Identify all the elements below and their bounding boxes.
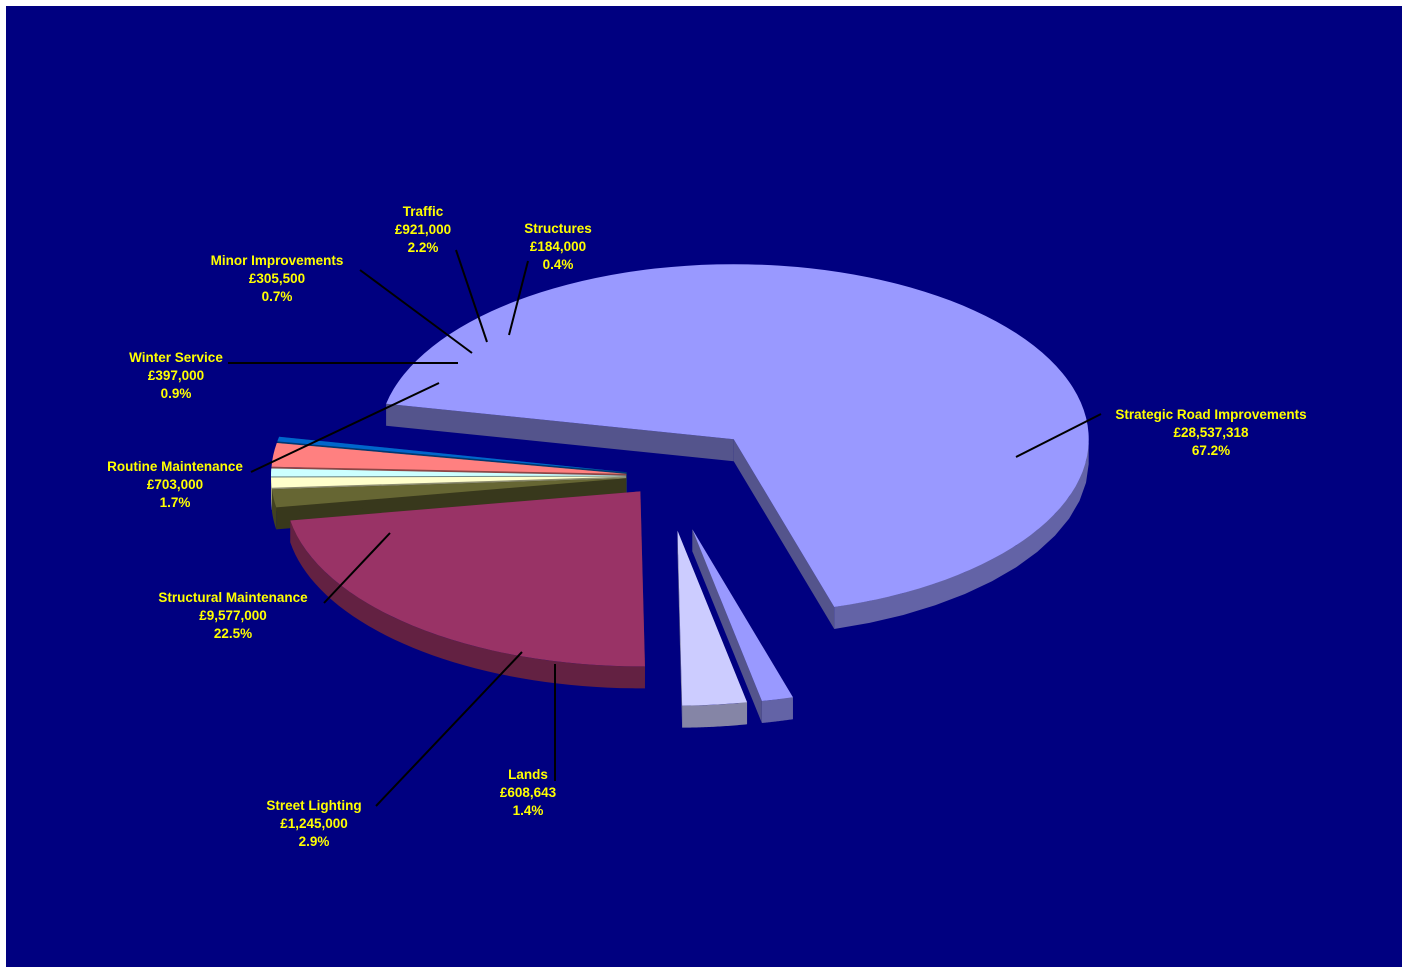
pie-slice: [290, 491, 645, 689]
pie-slice-rim: [834, 442, 1089, 630]
pie-slice-wall: [733, 439, 835, 630]
leader-line-street-lighting: [375, 651, 523, 807]
label-minor-value: £305,500: [249, 271, 305, 286]
pie-slice-top: [677, 530, 748, 706]
leader-line-structural: [323, 532, 391, 604]
pie-slice-top: [386, 264, 1089, 608]
pie-slices: [271, 264, 1089, 728]
label-traffic-percent: 2.2%: [408, 240, 439, 255]
pie-slice-wall: [271, 478, 627, 512]
label-minor-name: Minor Improvements: [211, 253, 344, 268]
pie-slice-top: [277, 436, 627, 473]
leader-line-minor: [359, 269, 473, 354]
leader-line-structures: [508, 260, 529, 336]
label-strategic-percent: 67.2%: [1192, 443, 1230, 458]
pie-slice-wall: [386, 403, 734, 462]
leader-line-traffic: [455, 249, 488, 343]
label-structures-percent: 0.4%: [543, 257, 574, 272]
label-lands-name: Lands: [508, 767, 548, 782]
chart-area: Strategic Road Improvements £28,537,318 …: [6, 6, 1402, 967]
pie-slice: [692, 529, 793, 724]
label-routine-percent: 1.7%: [160, 495, 191, 510]
label-routine-value: £703,000: [147, 477, 203, 492]
label-strategic-value: £28,537,318: [1173, 425, 1249, 440]
label-structural-percent: 22.5%: [214, 626, 252, 641]
pie-slice-wall: [692, 529, 762, 724]
label-winter-value: £397,000: [148, 368, 204, 383]
label-winter-percent: 0.9%: [161, 386, 192, 401]
pie-slice-top: [271, 478, 627, 508]
pie-slice-top: [271, 443, 627, 474]
label-structural-name: Structural Maintenance: [158, 590, 308, 605]
label-structural-value: £9,577,000: [199, 608, 267, 623]
pie-slice-top: [271, 468, 627, 477]
label-minor-percent: 0.7%: [262, 289, 293, 304]
label-traffic-value: £921,000: [395, 222, 451, 237]
pie-slice-rim: [271, 489, 277, 530]
pie-slice: [386, 264, 1089, 630]
leader-lines: [228, 249, 1102, 807]
pie-slice-rim: [290, 520, 645, 689]
label-street-lighting-value: £1,245,000: [280, 816, 348, 831]
label-structures-value: £184,000: [530, 239, 586, 254]
pie-slice-top: [290, 491, 645, 667]
label-routine-name: Routine Maintenance: [107, 459, 243, 474]
leader-line-routine: [250, 382, 440, 473]
pie-slice-top: [271, 476, 627, 488]
leader-line-strategic: [1015, 413, 1102, 458]
pie-slice-rim: [682, 702, 748, 728]
label-lands-value: £608,643: [500, 785, 557, 800]
pie-chart: Strategic Road Improvements £28,537,318 …: [107, 204, 1307, 849]
label-lands-percent: 1.4%: [513, 803, 544, 818]
pie-slice-rim: [271, 477, 272, 510]
label-street-lighting-name: Street Lighting: [266, 798, 361, 813]
pie-slice-top: [692, 529, 793, 702]
label-street-lighting-percent: 2.9%: [299, 834, 330, 849]
label-strategic-name: Strategic Road Improvements: [1115, 407, 1306, 422]
slice-labels: Strategic Road Improvements £28,537,318 …: [107, 204, 1307, 849]
label-structures-name: Structures: [524, 221, 592, 236]
pie-slice-rim: [761, 697, 793, 724]
label-winter-name: Winter Service: [129, 350, 223, 365]
pie-slice: [677, 530, 748, 728]
label-traffic-name: Traffic: [403, 204, 444, 219]
pie-slice-wall: [677, 530, 683, 728]
